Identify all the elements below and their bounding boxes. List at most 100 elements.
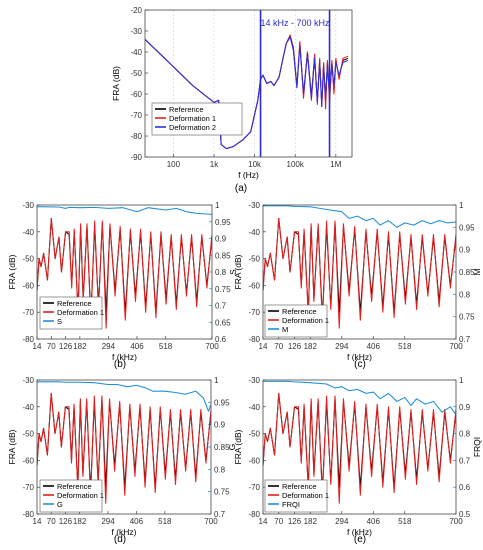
legend-label: G <box>57 500 63 509</box>
y-axis-title: FRA (dB) <box>7 429 17 464</box>
legend-label: Reference <box>57 482 92 491</box>
series-line-deformation-1 <box>37 217 212 329</box>
series-line-deformation-1 <box>263 392 456 504</box>
y-tick-label: -30 <box>248 376 260 385</box>
legend-label: S <box>57 317 62 326</box>
x-axis-title: f (kHz) <box>347 527 372 537</box>
y-tick-label: -40 <box>248 228 260 237</box>
series-group <box>37 381 211 504</box>
panel-caption: (d) <box>114 534 126 545</box>
x-tick-label: 518 <box>398 342 412 351</box>
annotation-label: 14 kHz - 700 kHz <box>261 18 331 28</box>
x-tick-label: 182 <box>304 342 318 351</box>
y-tick-label: -80 <box>22 510 34 519</box>
series-group <box>145 34 349 150</box>
y-tick-label: -50 <box>22 255 34 264</box>
x-tick-label: 294 <box>335 342 349 351</box>
y-axis-title: FRA (dB) <box>111 66 121 101</box>
y2-tick-label: 0.8 <box>215 268 227 277</box>
x-tick-label: 182 <box>73 342 87 351</box>
y2-axis-title: G <box>227 444 237 451</box>
legend-label: Deformation 1 <box>57 491 104 500</box>
chart-d: 14 70 126 182 294 406 518 700 -80 -70 -60 -50 -40 -30… <box>7 376 237 545</box>
panel-caption: (a) <box>235 183 247 194</box>
legend-label: Reference <box>282 307 317 316</box>
x-tick-label: 14 <box>259 517 268 526</box>
x-tick-label: 294 <box>335 517 349 526</box>
y-tick-label: -70 <box>130 111 142 120</box>
y2-tick-label: 0.9 <box>214 421 226 430</box>
plot-frame <box>36 204 213 340</box>
y-tick-label: -60 <box>248 281 260 290</box>
y-tick-label: -50 <box>22 430 34 439</box>
y2-tick-label: 0.7 <box>214 510 226 519</box>
legend-label: M <box>282 325 288 334</box>
y2-tick-label: 1 <box>215 201 220 210</box>
plot-frame <box>262 204 457 340</box>
y2-tick-label: 0.6 <box>459 483 471 492</box>
x-axis-title: f (kHz) <box>347 352 372 362</box>
plot-frame <box>36 379 212 515</box>
legend-label: FRQI <box>282 500 300 509</box>
y-tick-label: -40 <box>130 48 142 57</box>
y2-tick-label: 0.75 <box>215 285 231 294</box>
y-tick-label: -30 <box>248 201 260 210</box>
y2-tick-label: 0.85 <box>459 268 475 277</box>
series-group <box>263 205 456 329</box>
x-tick-label: 182 <box>304 517 318 526</box>
panel-caption: (c) <box>354 359 366 370</box>
legend-label: Reference <box>169 105 204 114</box>
y-tick-label: -60 <box>22 456 34 465</box>
x-tick-label: 406 <box>367 517 381 526</box>
y-axis-title: FRA (dB) <box>233 429 243 464</box>
y2-tick-label: 0.8 <box>459 290 471 299</box>
legend-label: Deformation 2 <box>169 123 216 132</box>
x-tick-label: 126 <box>288 517 302 526</box>
y2-tick-label: 0.75 <box>214 488 230 497</box>
y-tick-label: -80 <box>22 335 34 344</box>
x-tick-label: 100 <box>167 160 181 169</box>
y-tick-label: -80 <box>248 335 260 344</box>
y2-tick-label: 0.8 <box>459 430 471 439</box>
y-tick-label: -80 <box>248 510 260 519</box>
x-tick-label: 70 <box>47 517 56 526</box>
x-tick-label: 700 <box>449 517 463 526</box>
series-line-m <box>263 205 456 228</box>
y2-tick-label: 0.9 <box>459 246 471 255</box>
series-line-frqi <box>263 380 456 416</box>
series-line-s <box>37 206 212 215</box>
chart-b: 14 70 126 182 294 406 518 700 -80 -70 -60 -50 -40 -30… <box>7 201 238 370</box>
y-tick-label: -40 <box>22 228 34 237</box>
y2-tick-label: 0.6 <box>215 335 227 344</box>
x-tick-label: 294 <box>102 342 116 351</box>
y2-tick-label: 0.5 <box>459 510 471 519</box>
plot-frame <box>262 379 457 515</box>
y-tick-label: -80 <box>130 132 142 141</box>
legend-label: Reference <box>57 299 92 308</box>
y2-tick-label: 0.95 <box>215 218 231 227</box>
y2-tick-label: 0.95 <box>459 223 475 232</box>
y-tick-label: -30 <box>22 201 34 210</box>
y-tick-label: -70 <box>22 308 34 317</box>
y2-axis-title: FRQI <box>472 437 482 457</box>
x-tick-label: 70 <box>47 342 56 351</box>
x-tick-label: 518 <box>158 517 172 526</box>
y-tick-label: -90 <box>130 153 142 162</box>
x-tick-label: 518 <box>398 517 412 526</box>
x-tick-label: 70 <box>274 517 283 526</box>
y2-tick-label: 0.7 <box>459 335 471 344</box>
x-tick-label: 406 <box>367 342 381 351</box>
y2-tick-label: 0.95 <box>214 398 230 407</box>
y2-axis-title: S <box>228 269 238 275</box>
y2-tick-label: 0.65 <box>215 318 231 327</box>
x-tick-label: 294 <box>101 517 115 526</box>
legend-label: Reference <box>282 482 317 491</box>
chart-e: 14 70 126 182 294 406 518 700 -80 -70 -60 -50 -40 -30… <box>233 376 482 545</box>
series-line-deformation-1 <box>263 217 456 329</box>
x-tick-label: 182 <box>73 517 87 526</box>
x-tick-label: 406 <box>130 342 144 351</box>
x-tick-label: 700 <box>204 517 218 526</box>
